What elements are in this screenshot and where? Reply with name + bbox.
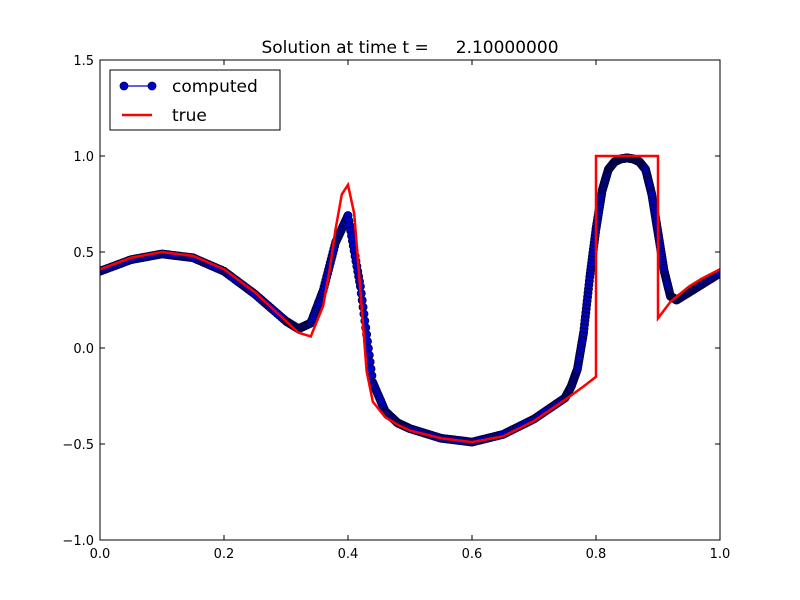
legend-box [109,69,281,131]
legend-computed-marker-right [147,81,157,91]
legend-label-computed: computed [172,77,258,97]
y-tick-label: −0.5 [62,438,94,453]
x-tick-label: 0.8 [586,547,607,562]
y-tick-label: 1.0 [73,150,94,165]
y-tick-label: 1.5 [73,54,94,69]
legend-entry-true: true [122,106,207,126]
series-true-line [100,154,720,444]
axes-frame [99,59,721,541]
legend-entry-computed: computed [119,77,258,97]
legend: computed true [109,69,281,131]
y-tick-label: 0.0 [73,342,94,357]
y-tick-label: 0.5 [73,246,94,261]
plot-area: 0.0 0.2 0.4 0.6 0.8 1.0 −1.0 −0.5 0.0 0.5 1.0 1.5 [62,54,730,562]
series-layer [100,153,720,447]
x-tick-label: 0.2 [214,547,235,562]
y-axis-ticks: −1.0 −0.5 0.0 0.5 1.0 1.5 [62,54,720,549]
legend-computed-marker-left [119,81,129,91]
x-tick-label: 0.0 [90,547,111,562]
chart-title: Solution at time t = 2.10000000 [261,38,558,58]
x-tick-label: 1.0 [710,547,731,562]
x-tick-label: 0.6 [462,547,483,562]
y-tick-label: −1.0 [62,534,94,549]
legend-label-true: true [172,106,207,126]
x-axis-ticks: 0.0 0.2 0.4 0.6 0.8 1.0 [90,60,731,562]
x-tick-label: 0.4 [338,547,359,562]
